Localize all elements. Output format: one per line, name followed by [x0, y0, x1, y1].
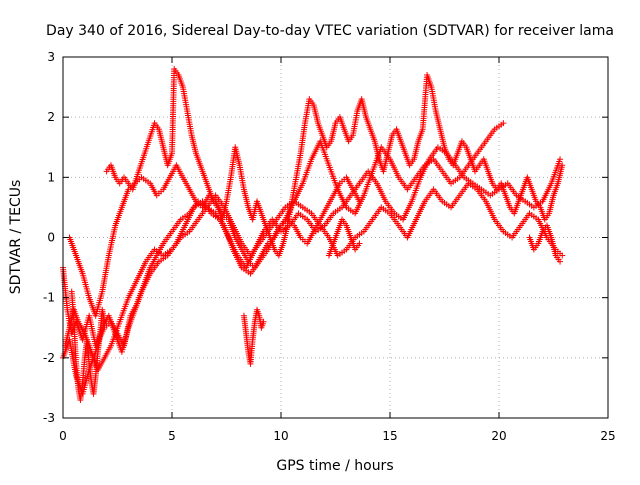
- x-axis-label: GPS time / hours: [276, 458, 393, 474]
- x-tick-label: 10: [273, 429, 288, 443]
- data-point-track-c: [557, 156, 564, 163]
- data-point-track-e: [559, 162, 566, 169]
- x-tick-label: 0: [59, 429, 67, 443]
- chart-title: Day 340 of 2016, Sidereal Day-to-day VTE…: [46, 23, 614, 39]
- x-tick-label: 15: [382, 429, 397, 443]
- y-tick-label: 3: [47, 50, 55, 64]
- y-axis-label: SDTVAR / TECUs: [8, 180, 24, 295]
- data-point-track-f: [260, 318, 267, 325]
- y-tick-label: 2: [47, 110, 55, 124]
- y-tick-label: 1: [47, 170, 55, 184]
- data-point-track-a: [500, 120, 507, 127]
- data-point-track-f: [101, 318, 108, 325]
- data-point-track-b: [559, 252, 566, 259]
- y-tick-label: -1: [43, 291, 55, 305]
- data-point-track-f: [557, 258, 564, 265]
- x-tick-label: 5: [168, 429, 176, 443]
- data-point-track-d: [356, 198, 363, 205]
- data-points: [60, 66, 566, 403]
- x-tick-label: 20: [491, 429, 506, 443]
- x-tick-label: 25: [600, 429, 615, 443]
- data-point-track-f: [356, 240, 363, 247]
- y-tick-label: 0: [47, 231, 55, 245]
- y-tick-label: -2: [43, 351, 55, 365]
- y-tick-label: -3: [43, 411, 55, 425]
- axis-ticks: 0 5 10 15 20 25 -3 -2 -1 0 1 2 3: [43, 50, 616, 443]
